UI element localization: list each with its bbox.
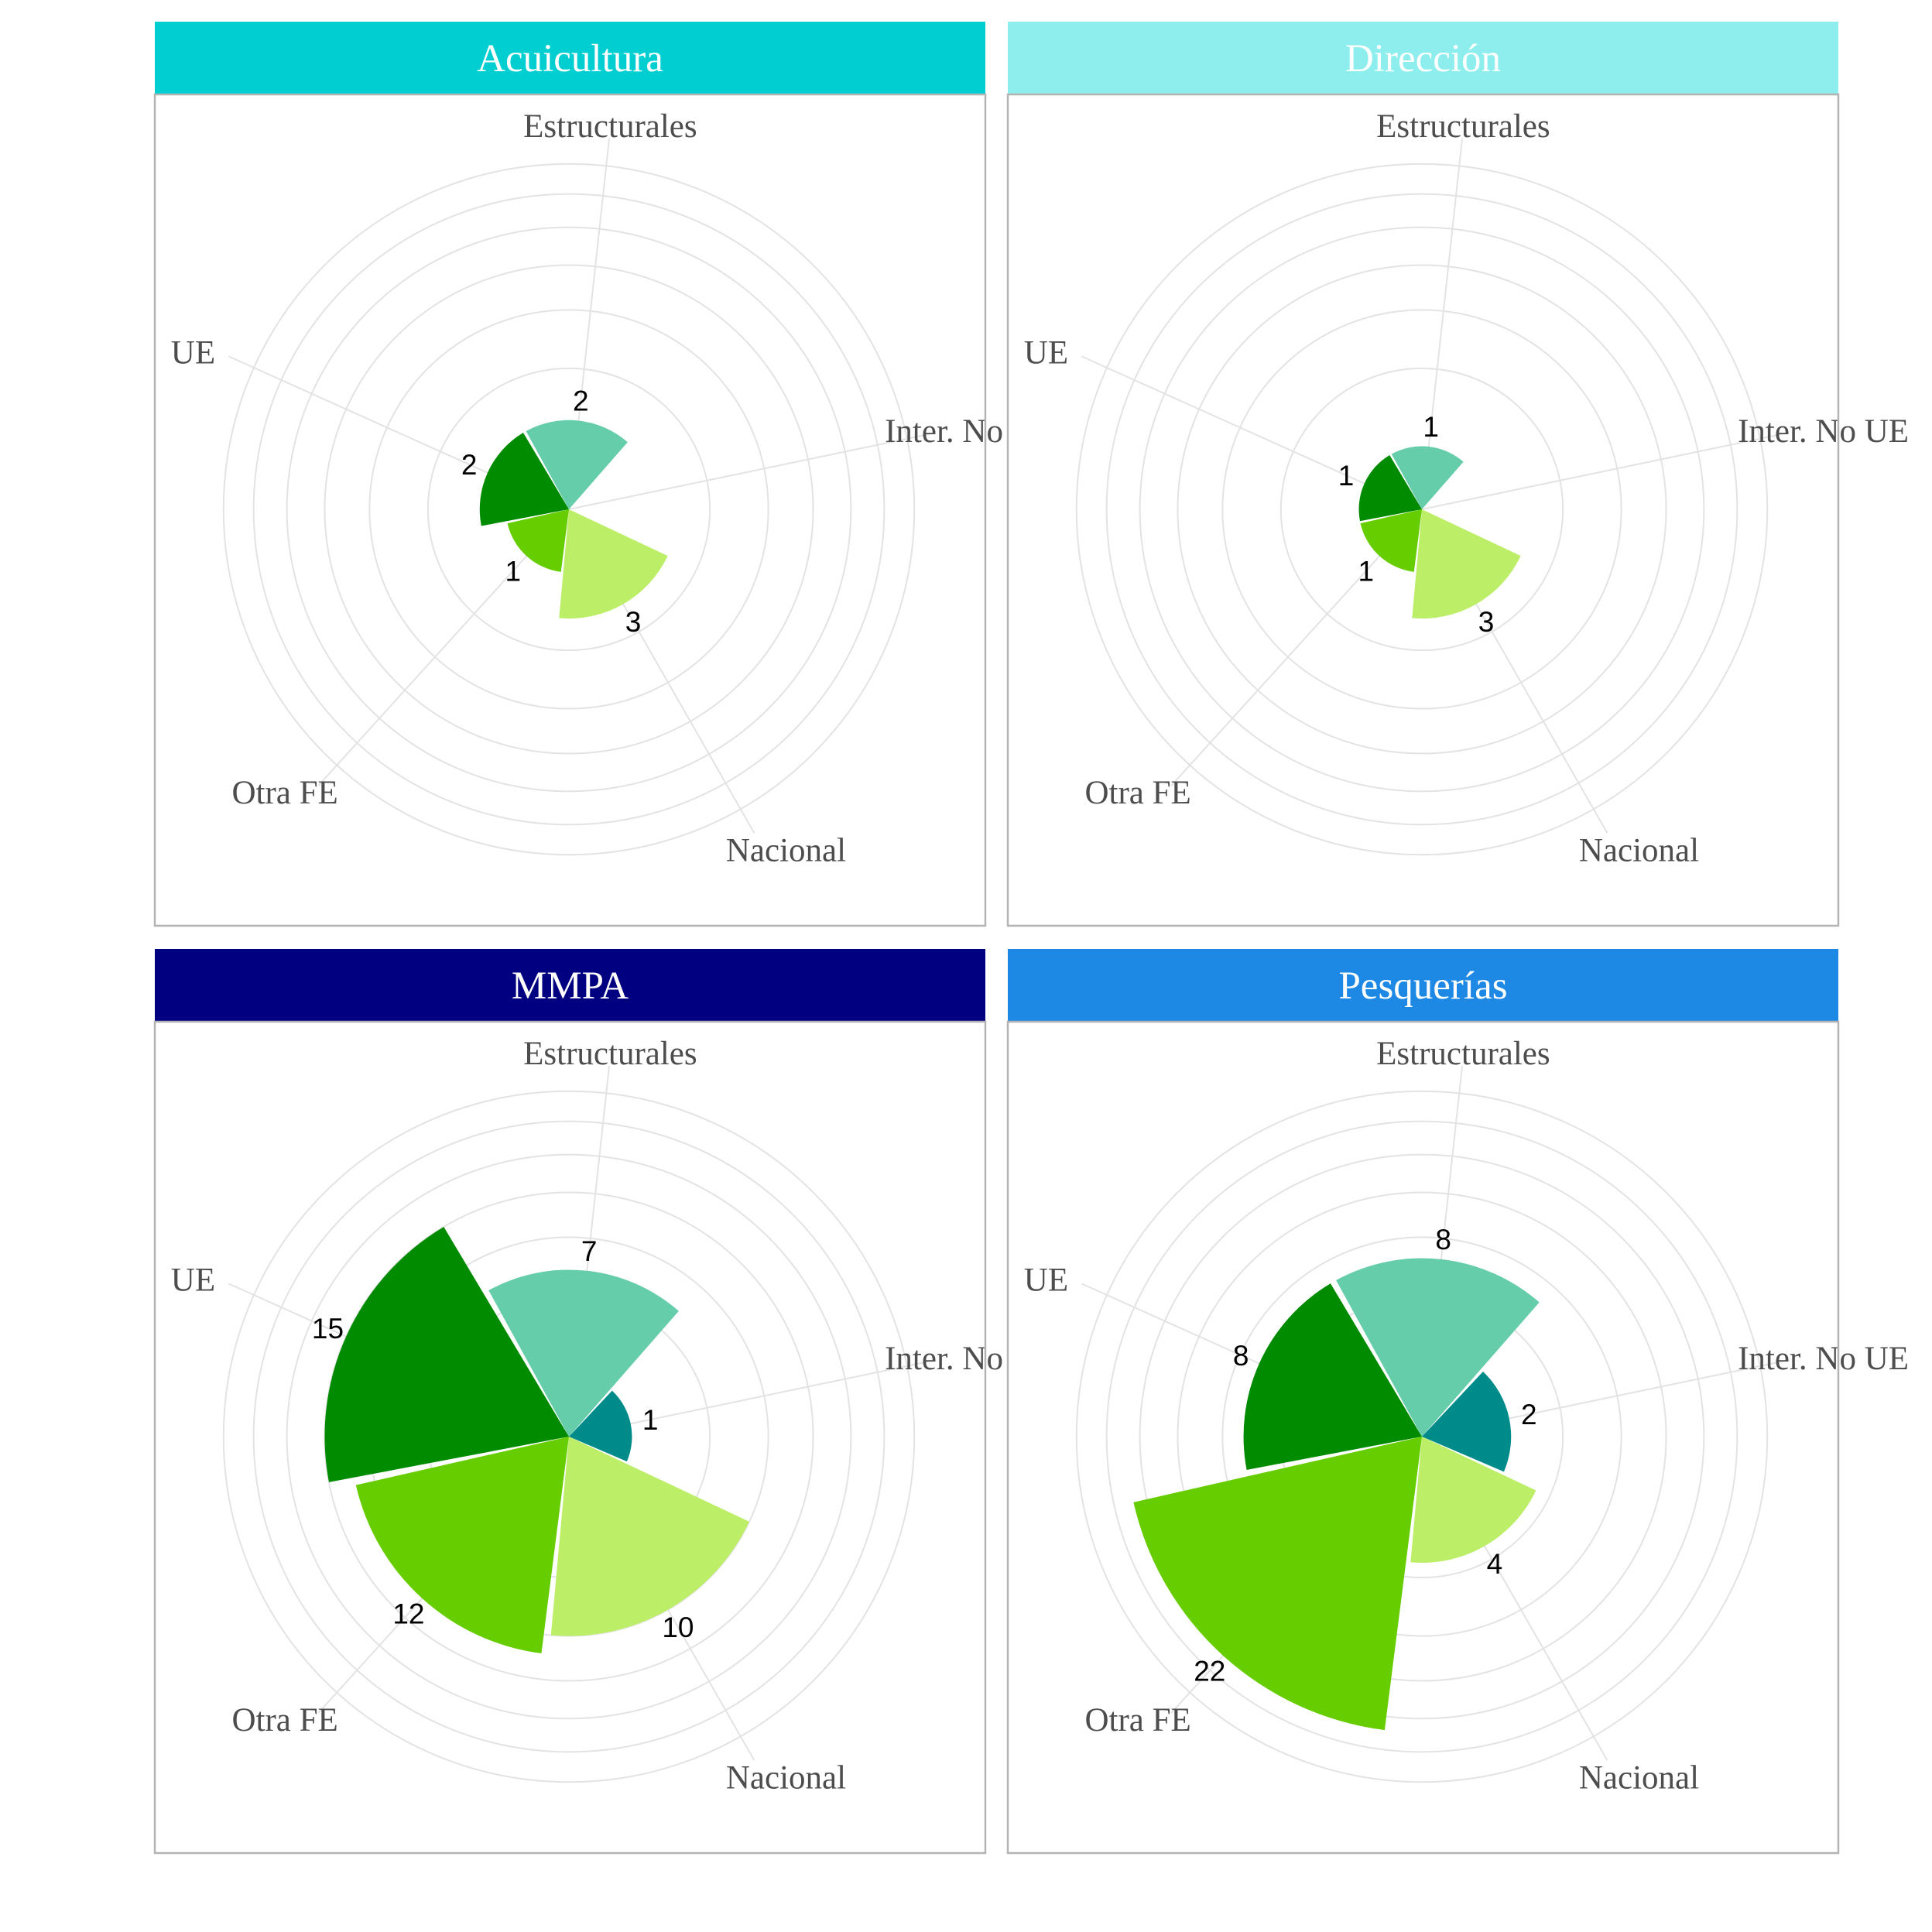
panel-border-pesquerias [1006, 1020, 1840, 1855]
value-label-pesquerias-ue: 8 [1233, 1340, 1249, 1372]
panel-direccion: Dirección Estructurales Inter. No UE Nacion… [1006, 22, 1909, 927]
grid-ring [1139, 1153, 1705, 1720]
grid-ring [286, 226, 852, 793]
category-label-ue: UE [1024, 334, 1068, 371]
grid-ring [1221, 309, 1622, 710]
value-label-acuicultura-nacional: 3 [625, 606, 642, 638]
spoke-inter-no-ue [1421, 432, 1788, 510]
wedge-pesquerias-estructurales [1336, 1258, 1540, 1437]
wedge-mmpa-estructurales [488, 1269, 679, 1437]
category-label-ue: UE [171, 334, 215, 371]
category-label-nacional: Nacional [726, 1760, 846, 1797]
grid-ring [1075, 163, 1769, 856]
category-label-estructurales: Estructurales [523, 108, 697, 145]
wedge-direccion-estructurales [1391, 446, 1464, 509]
wedge-pesquerias-inter-no-ue [1422, 1372, 1512, 1472]
category-label-inter-no-ue: Inter. No UE [1738, 413, 1909, 450]
grid-ring [426, 367, 711, 652]
wedge-mmpa-ue [324, 1227, 569, 1482]
category-label-otra-fe: Otra FE [231, 1702, 337, 1738]
category-label-otra-fe: Otra FE [1084, 1702, 1190, 1738]
strip-title-acuicultura: Acuicultura [477, 37, 663, 80]
wedge-acuicultura-ue [479, 433, 569, 526]
value-label-mmpa-inter-no-ue: 1 [642, 1404, 659, 1436]
category-label-inter-no-ue: Inter. No UE [1738, 1341, 1909, 1377]
value-label-mmpa-ue: 15 [312, 1313, 344, 1345]
grid-ring [1105, 193, 1738, 826]
category-label-estructurales: Estructurales [523, 1036, 697, 1072]
grid-ring [252, 193, 886, 826]
strip-acuicultura [155, 22, 985, 94]
wedge-mmpa-inter-no-ue [569, 1390, 632, 1462]
wedge-acuicultura-nacional [559, 509, 668, 619]
category-label-otra-fe: Otra FE [231, 775, 337, 811]
grid-ring [324, 264, 814, 755]
panel-pesquerias: Pesquerías Estructurales Inter. No UE Nacio… [1006, 949, 1909, 1855]
strip-title-mmpa: MMPA [512, 964, 629, 1008]
value-label-acuicultura-estructurales: 2 [573, 385, 589, 417]
grid-ring [222, 1090, 916, 1783]
value-label-direccion-ue: 1 [1338, 460, 1355, 492]
value-label-mmpa-estructurales: 7 [581, 1235, 598, 1267]
category-label-ue: UE [171, 1262, 215, 1298]
category-label-otra-fe: Otra FE [1084, 775, 1190, 811]
category-label-nacional: Nacional [1579, 833, 1699, 869]
category-label-ue: UE [1024, 1262, 1068, 1298]
wedge-pesquerias-nacional [1410, 1437, 1536, 1563]
wedge-acuicultura-otra-fe [507, 509, 569, 572]
value-label-pesquerias-otra-fe: 22 [1194, 1655, 1225, 1687]
value-label-direccion-otra-fe: 1 [1358, 556, 1375, 587]
grid-ring [1139, 226, 1705, 793]
strip-title-direccion: Dirección [1345, 37, 1501, 80]
wedge-direccion-nacional [1412, 509, 1521, 619]
grid-ring [286, 1153, 852, 1720]
panel-border-direccion [1006, 93, 1840, 927]
grid-ring [252, 1120, 886, 1753]
wedge-mmpa-nacional [550, 1437, 750, 1636]
wedge-acuicultura-estructurales [526, 420, 628, 509]
wedge-mmpa-otra-fe [355, 1437, 569, 1653]
wedge-pesquerias-otra-fe [1133, 1437, 1422, 1731]
wedge-direccion-ue [1358, 455, 1422, 522]
grid-ring [1075, 1090, 1769, 1783]
grid-ring [1177, 264, 1667, 755]
value-label-pesquerias-nacional: 4 [1487, 1548, 1503, 1580]
panel-border-mmpa [153, 1020, 987, 1855]
wedge-pesquerias-ue [1243, 1283, 1422, 1471]
wedge-direccion-otra-fe [1360, 509, 1422, 572]
category-label-nacional: Nacional [1579, 1760, 1699, 1797]
grid-ring [1105, 1120, 1738, 1753]
strip-mmpa [155, 949, 985, 1022]
value-label-direccion-nacional: 3 [1478, 606, 1495, 638]
value-label-pesquerias-estructurales: 8 [1435, 1224, 1451, 1255]
value-label-direccion-estructurales: 1 [1423, 411, 1439, 443]
value-label-mmpa-otra-fe: 12 [392, 1598, 424, 1629]
strip-pesquerias [1008, 949, 1838, 1022]
strip-direccion [1008, 22, 1838, 94]
grid-ring [368, 309, 769, 710]
category-label-estructurales: Estructurales [1376, 108, 1550, 145]
category-label-estructurales: Estructurales [1376, 1036, 1550, 1072]
spoke-inter-no-ue [568, 432, 935, 510]
value-label-acuicultura-ue: 2 [461, 449, 478, 481]
panel-border-acuicultura [153, 93, 987, 927]
strip-title-pesquerias: Pesquerías [1338, 964, 1507, 1008]
value-label-pesquerias-inter-no-ue: 2 [1521, 1399, 1537, 1430]
grid-ring [1177, 1191, 1667, 1682]
category-label-nacional: Nacional [726, 833, 846, 869]
value-label-mmpa-nacional: 10 [662, 1612, 694, 1643]
value-label-acuicultura-otra-fe: 1 [505, 556, 522, 587]
grid-ring [222, 163, 916, 856]
grid-ring [1221, 1236, 1622, 1637]
grid-ring [1279, 367, 1564, 652]
